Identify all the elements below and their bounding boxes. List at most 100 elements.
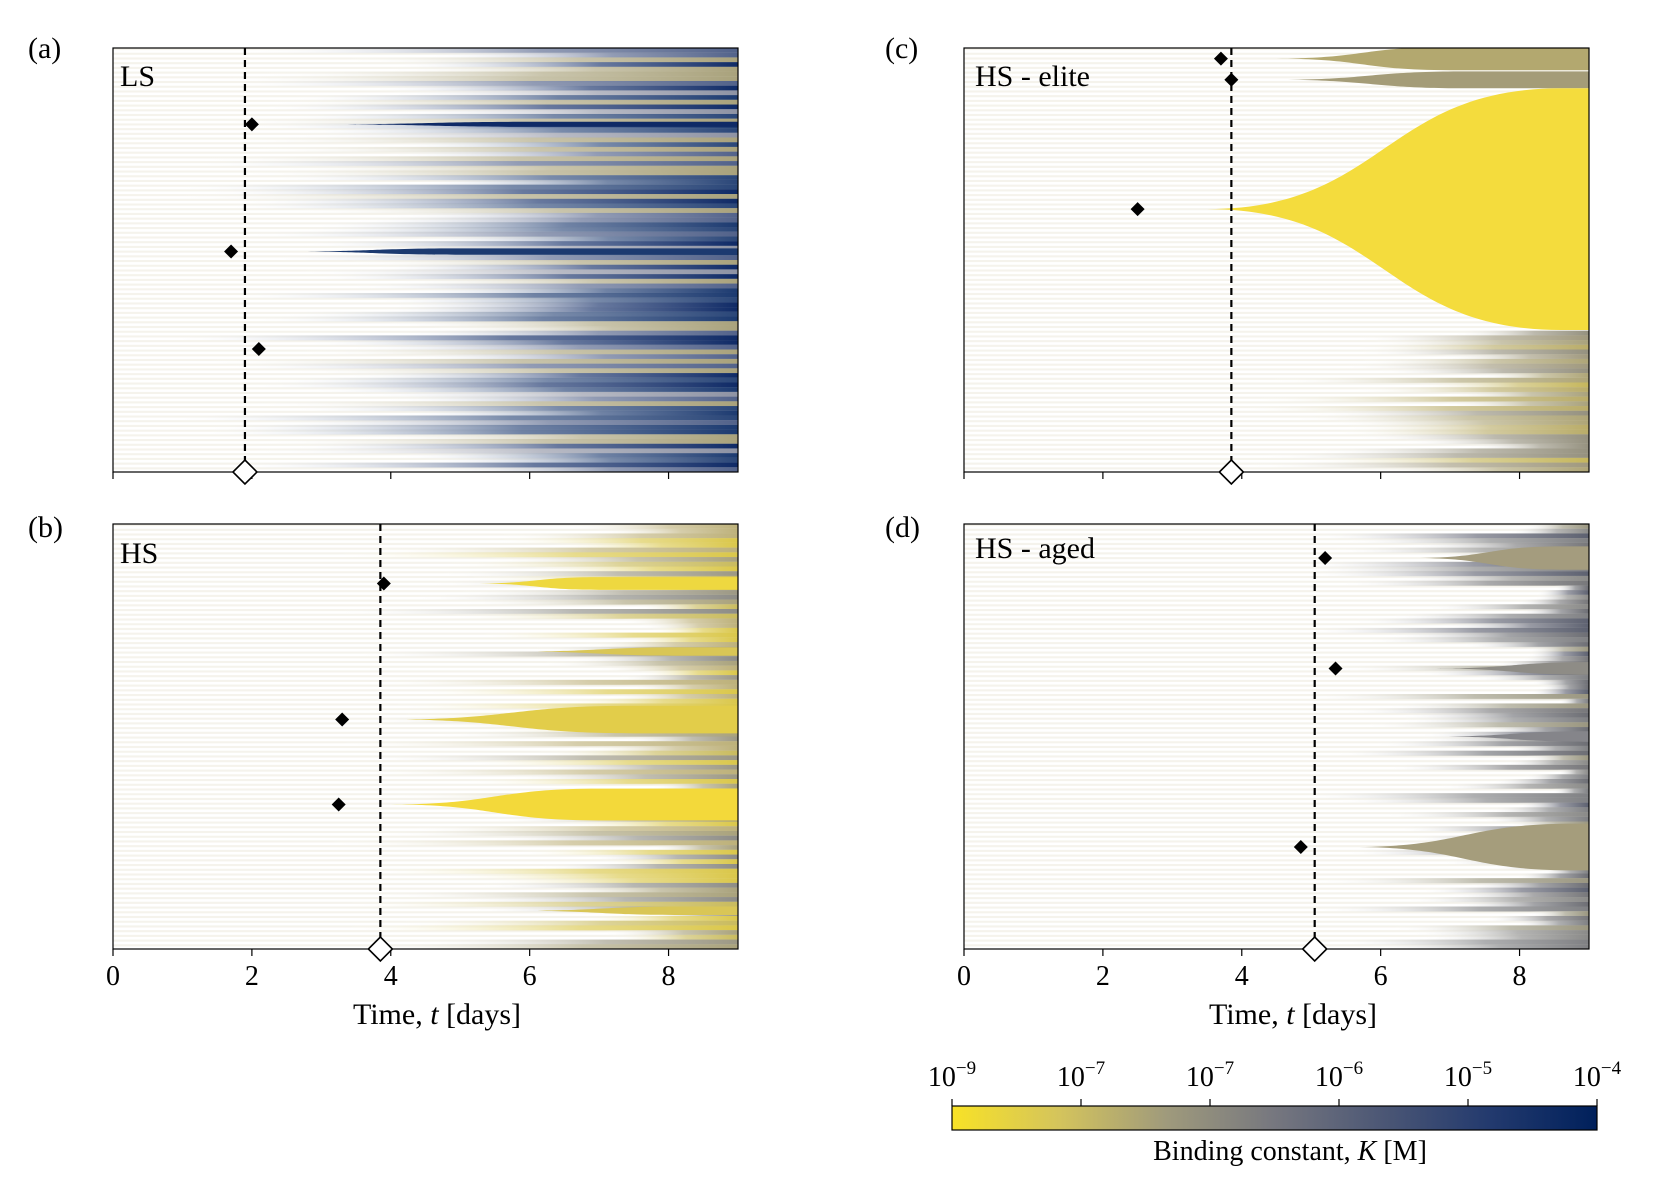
panel-b-lineage-stripe [585, 854, 738, 860]
panel-a-lineage-stripe [199, 358, 738, 365]
panel-c-bg-line [964, 354, 1589, 357]
colorbar-label-var: K [1357, 1136, 1378, 1167]
panel-d-bg-line [964, 906, 1589, 909]
panel-d-lineage-stripe [1365, 944, 1589, 949]
panel-b-bg-line [113, 698, 738, 701]
panel-d-lineage-stripe [1304, 627, 1589, 634]
x-axis-label-b-prefix: Time, [353, 998, 430, 1031]
panel-c-bg-line [964, 99, 1589, 102]
panel-a-lineage-stripe [380, 66, 738, 73]
panel-d-bg-line [964, 769, 1589, 772]
panel-d-lineage-stripe [1516, 599, 1589, 605]
panel-c-lineage-stripe [1242, 462, 1589, 468]
panel-a-lineage-stripe [269, 165, 738, 172]
panel-b-lineage-wedge-1 [390, 705, 738, 734]
panel-d-bg-line [964, 750, 1589, 753]
panel-d-lineage-stripe [1410, 930, 1589, 936]
panel-d-lineage-stripe [1383, 703, 1589, 709]
panel-d-bg-line [964, 835, 1589, 838]
panel-a-lineage-stripe [269, 175, 738, 181]
panel-b-lineage-stripe [455, 599, 738, 605]
panel-b-lineage-stripe [619, 637, 738, 643]
panel-c-plot-area [964, 48, 1589, 472]
panel-d-marker-0 [1318, 551, 1333, 565]
panel-d-marker-1 [1328, 661, 1343, 676]
panel-b-bg-line [113, 623, 738, 626]
panel-a-lineage-stripe [384, 90, 738, 96]
panel-c-bg-line [964, 424, 1589, 428]
panel-d-bg-line [964, 939, 1589, 942]
panel-d-lineage-stripe [1313, 906, 1589, 912]
panel-b-bg-line [113, 627, 738, 631]
panel-a-lineage-stripe [257, 439, 738, 445]
panel-b-bg-line [113, 575, 738, 579]
panel-a-lineage-stripe [167, 415, 738, 421]
panel-d-lineage-stripe [1558, 698, 1589, 705]
panel-d-lineage-stripe [1516, 873, 1589, 879]
panel-c-bg-line [964, 307, 1589, 310]
colorbar-ticks: 10−9 10−7 10−7 10−6 10−5 10−4 [928, 1058, 1622, 1106]
panel-c-bg-line [964, 260, 1589, 263]
panel-c-bg-line [964, 57, 1589, 60]
panel-c-bg-line [964, 415, 1589, 418]
panel-d-bg-line [964, 802, 1589, 805]
panel-b-lineage-stripe [530, 566, 738, 572]
panel-d-lineage-stripe [1387, 764, 1589, 771]
panel-c-lineage-stripe [1354, 335, 1589, 341]
panel-a-lineage-stripe [286, 132, 738, 139]
panel-c-bg-line [964, 387, 1589, 390]
panel-c-bg-line [964, 245, 1589, 248]
panel-d-bg-line [964, 637, 1589, 640]
panel-c-lineage-wedge-1 [1276, 71, 1589, 89]
panel-c-bg-line [964, 137, 1589, 140]
panel-d-bg-line [964, 779, 1589, 782]
panel-c-marker-1 [1224, 72, 1239, 87]
panel-b-lineage-stripe [648, 845, 738, 851]
panel-c-bg-line [964, 227, 1589, 230]
panel-c-lineage-stripe [1362, 467, 1589, 472]
panel-c-bg-line [964, 175, 1589, 178]
panel-b-lineage-stripe [362, 679, 738, 686]
panel-d-lineage-stripe [1302, 566, 1589, 572]
panel-b-bg-line [113, 760, 738, 763]
panel-b-lineage-stripe [322, 840, 738, 846]
panel-c-bg-line [964, 142, 1589, 145]
panel-b-lineage-stripe [599, 859, 738, 865]
panel-b-lineage-stripe [607, 694, 738, 700]
panel-d-lineage-stripe [1462, 642, 1589, 648]
panel-b-bg-line [113, 821, 738, 824]
panel-a-lineage-stripe [302, 340, 738, 346]
panel-c-bg-line [964, 66, 1589, 69]
panel-a-lineage-stripe [166, 194, 738, 200]
panel-a-lineage-stripe [418, 467, 738, 472]
panel-c-lineage-stripe [1452, 330, 1589, 336]
panel-d-bg-line [964, 915, 1589, 919]
panel-a-lineage-stripe [223, 137, 738, 143]
panel-a-open-diamond [231, 458, 259, 486]
colorbar-tick-exponent: −7 [1214, 1058, 1234, 1079]
panel-a-lineage-stripe [385, 212, 738, 219]
panel-c-bg-line [964, 118, 1589, 121]
panel-letter-b: (b) [28, 511, 63, 544]
panel-d-bg-line [964, 580, 1589, 583]
panel-b-lineage-stripe [443, 561, 738, 568]
panel-a-lineage-stripe [210, 118, 738, 124]
panel-d-bg-line [964, 627, 1589, 631]
panel-c-bg-line [964, 311, 1589, 314]
panel-b-lineage-stripe [411, 594, 738, 601]
panel-d-lineage-stripe [1525, 755, 1589, 761]
panel-d-lineage-stripe [1492, 779, 1589, 785]
panel-a-frame [112, 47, 739, 473]
panel-c-bg-line [964, 344, 1589, 347]
panel-a-lineage-stripe [287, 443, 738, 450]
panel-b-bg-line [113, 797, 738, 801]
panel-d-lineage-stripe [1503, 760, 1589, 766]
panel-d-bg-line [964, 665, 1589, 668]
panel-b-lineage-stripe [331, 552, 738, 558]
x-axis-label-d-suffix: [days] [1295, 998, 1377, 1031]
panel-b-lineage-stripe [365, 868, 738, 875]
panel-d-bg-line [964, 944, 1589, 947]
panel-d-bg-line [964, 538, 1589, 541]
panel-a-lineage-stripe [391, 109, 738, 115]
panel-d-lineage-stripe [1331, 750, 1589, 756]
